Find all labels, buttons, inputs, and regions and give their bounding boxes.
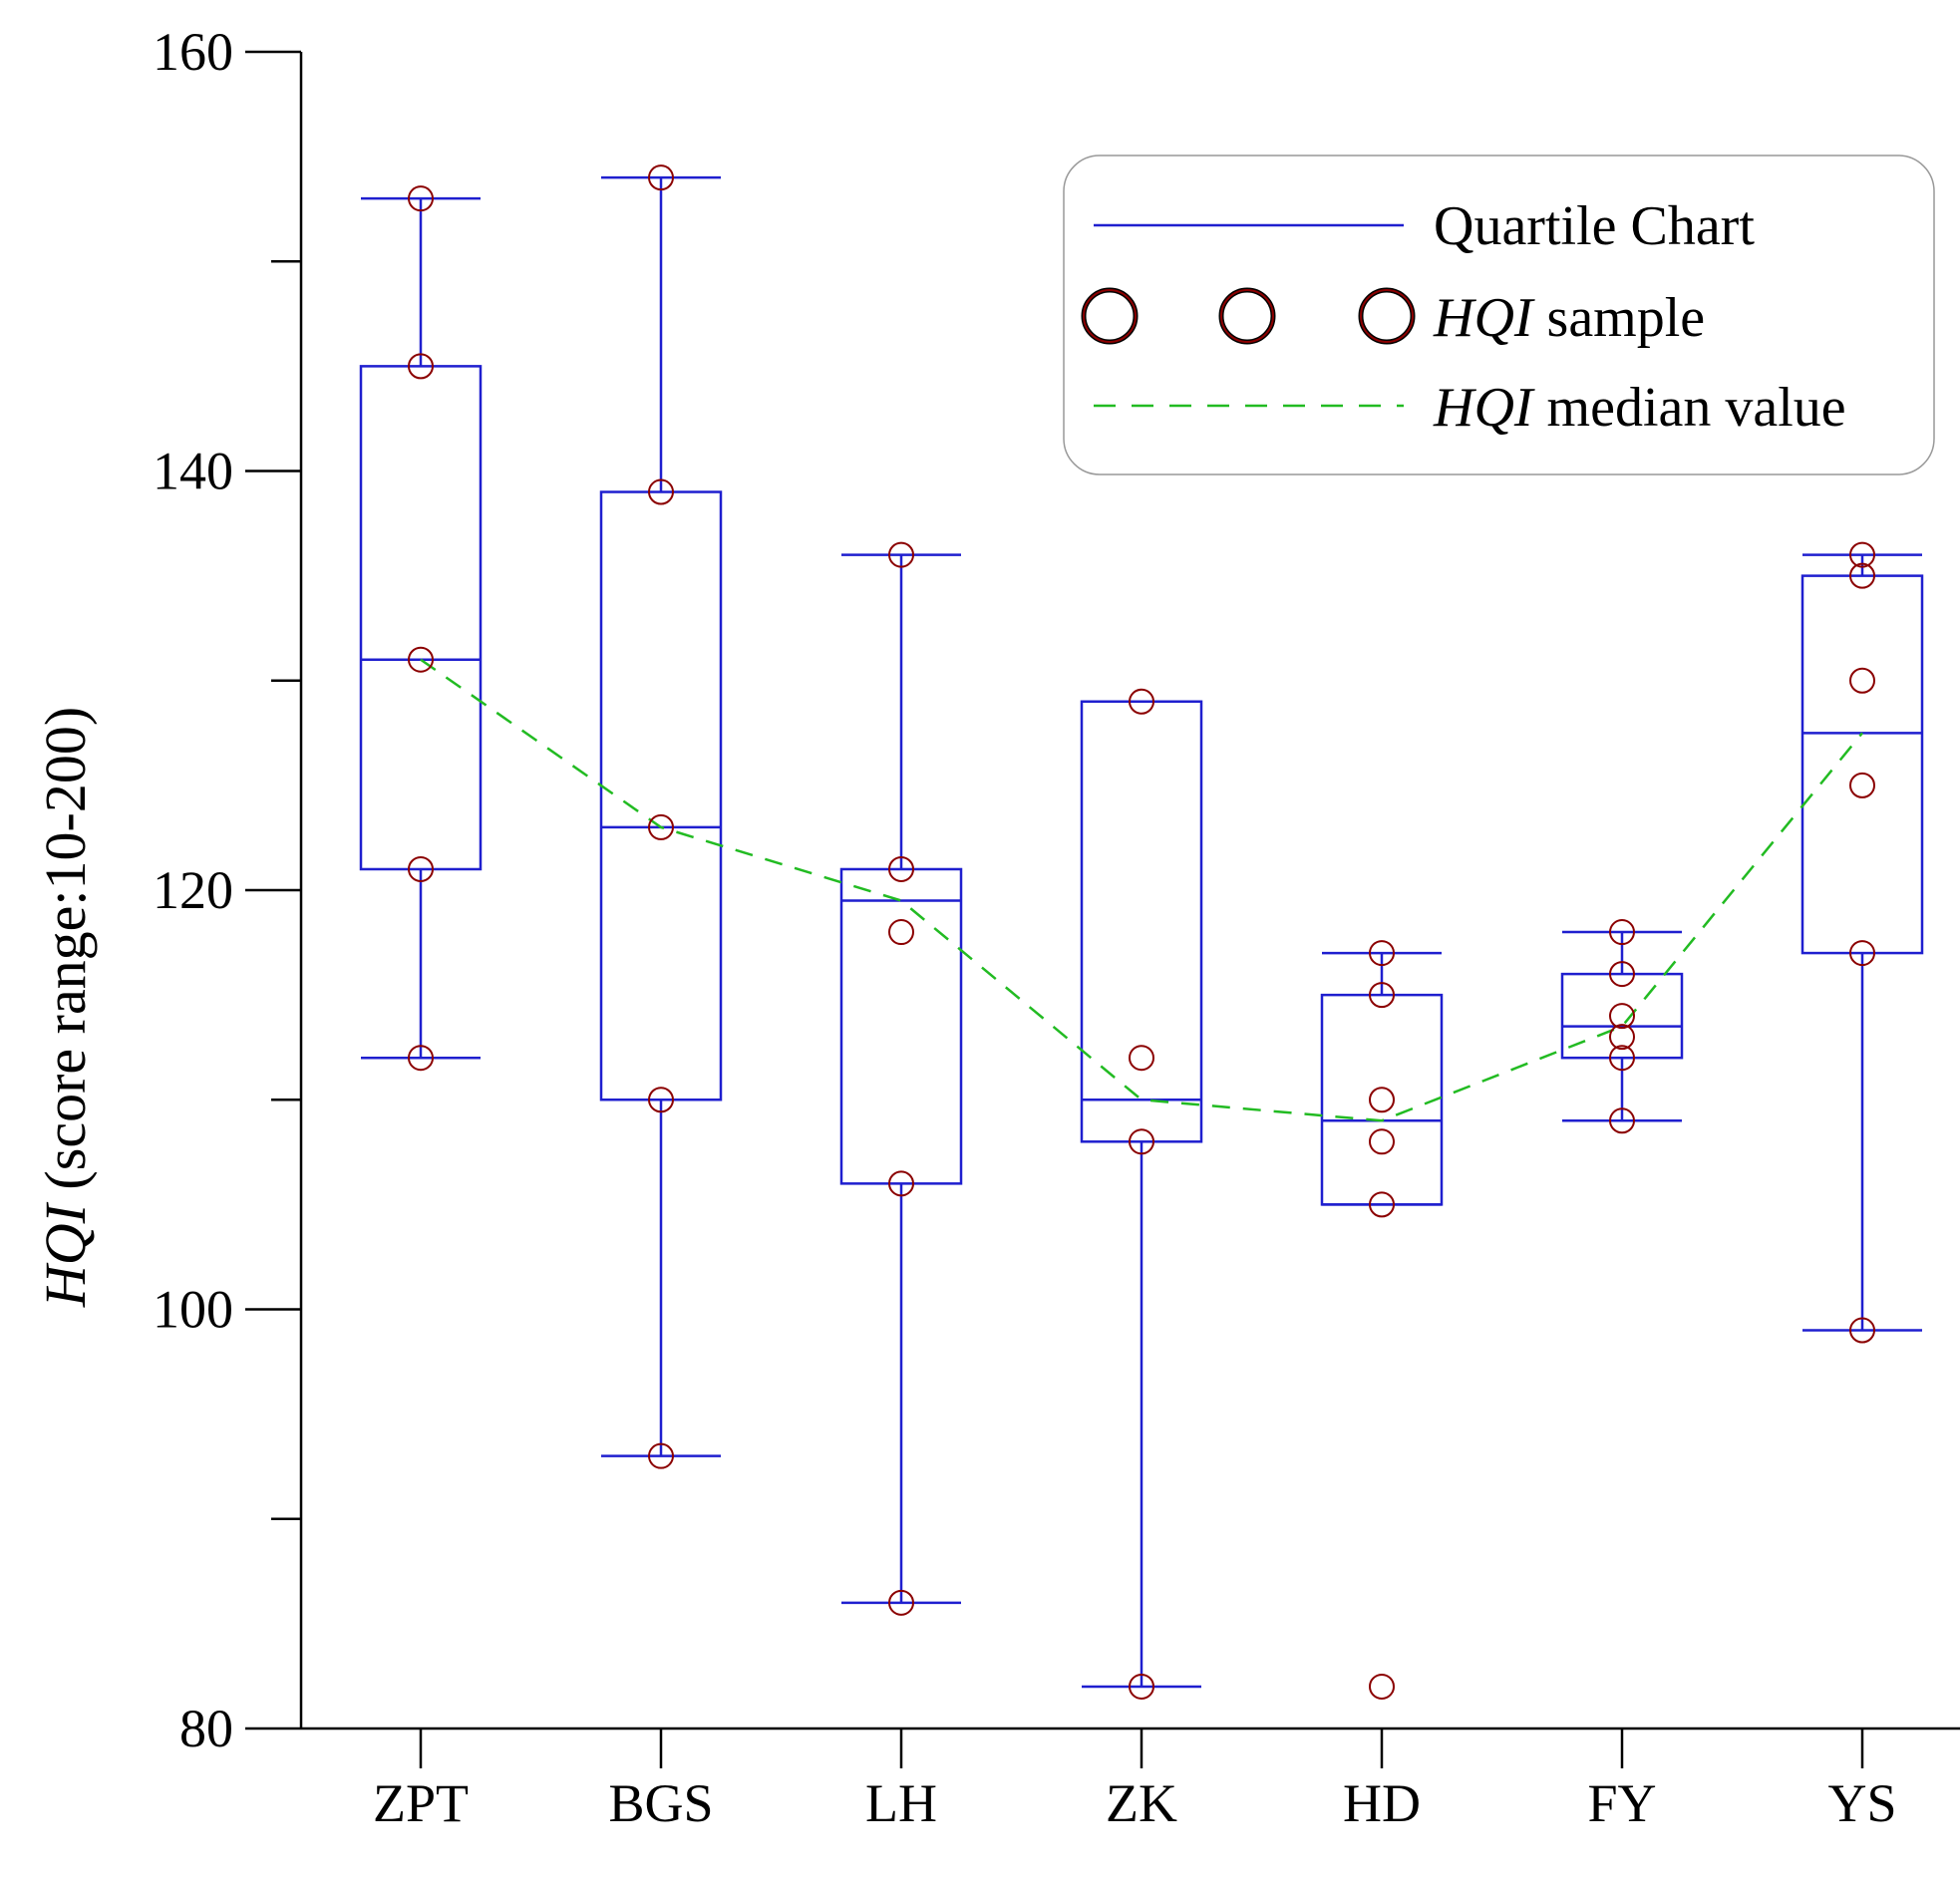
quartile-box bbox=[1080, 700, 1203, 1143]
sample-point bbox=[888, 1589, 914, 1616]
legend-sample-text: sample bbox=[1533, 287, 1706, 349]
sample-point bbox=[1849, 541, 1875, 568]
sample-point bbox=[1369, 1191, 1395, 1218]
sample-point bbox=[1849, 1317, 1875, 1344]
box-zk bbox=[1080, 700, 1203, 1689]
x-tick-label: BGS bbox=[608, 1773, 713, 1833]
x-tick-label: ZPT bbox=[373, 1773, 469, 1833]
median-line-layer bbox=[420, 658, 1863, 1122]
sample-point bbox=[1369, 1673, 1395, 1700]
sample-point bbox=[1849, 562, 1875, 589]
y-tick-label: 80 bbox=[179, 1699, 233, 1758]
legend-sample-label: HQI sample bbox=[1433, 287, 1705, 349]
samples-layer bbox=[408, 164, 1875, 1700]
legend-box bbox=[1063, 155, 1935, 475]
legend-sample-swatch-6 bbox=[1360, 289, 1414, 343]
median-trend-line bbox=[420, 658, 1863, 1122]
x-tick-label: ZK bbox=[1106, 1773, 1177, 1833]
x-tick-label: YS bbox=[1827, 1773, 1896, 1833]
sample-point bbox=[1369, 982, 1395, 1009]
sample-point bbox=[1609, 1107, 1635, 1134]
sample-point bbox=[648, 1087, 674, 1113]
y-tick-label: 120 bbox=[153, 860, 233, 920]
sample-point bbox=[1609, 1024, 1635, 1051]
legend-sample-italic: HQI bbox=[1433, 287, 1535, 349]
y-axis-title-italic: HQI bbox=[33, 1201, 98, 1308]
sample-point bbox=[648, 1442, 674, 1469]
boxes-layer bbox=[359, 175, 1924, 1689]
sample-point bbox=[1129, 1128, 1154, 1155]
sample-point bbox=[1369, 1087, 1395, 1113]
sample-point bbox=[1849, 772, 1875, 798]
x-tick-label: FY bbox=[1587, 1773, 1656, 1833]
sample-point bbox=[888, 541, 914, 568]
y-tick-label: 140 bbox=[153, 442, 233, 501]
quartile-box bbox=[599, 490, 723, 1101]
sample-point bbox=[1129, 688, 1154, 715]
sample-point bbox=[888, 1170, 914, 1197]
box-lh bbox=[839, 553, 963, 1605]
box-fy bbox=[1560, 930, 1684, 1122]
sample-point bbox=[408, 353, 434, 380]
quartile-box bbox=[839, 867, 963, 1185]
sample-point bbox=[648, 813, 674, 840]
sample-point bbox=[648, 164, 674, 191]
legend-sample-swatch-4 bbox=[1220, 289, 1274, 343]
sample-point bbox=[1129, 1045, 1154, 1072]
sample-point bbox=[408, 646, 434, 673]
legend-sample-swatch-2 bbox=[1083, 289, 1137, 343]
box-bgs bbox=[599, 175, 723, 1457]
sample-point bbox=[1609, 1045, 1635, 1072]
legend-quartile-label: Quartile Chart bbox=[1434, 195, 1755, 257]
sample-point bbox=[1609, 919, 1635, 946]
sample-point bbox=[1369, 1128, 1395, 1155]
legend-quartile-text: Quartile Chart bbox=[1434, 195, 1755, 257]
legend-median-label: HQI median value bbox=[1433, 377, 1846, 439]
quartile-box bbox=[1560, 972, 1684, 1060]
legend-median-italic: HQI bbox=[1433, 377, 1535, 439]
sample-point bbox=[888, 919, 914, 946]
sample-point bbox=[408, 855, 434, 882]
sample-point bbox=[1129, 1673, 1154, 1700]
box-hd bbox=[1320, 951, 1444, 1206]
legend-median-text: median value bbox=[1533, 377, 1846, 439]
y-tick-label: 160 bbox=[153, 22, 233, 82]
sample-point bbox=[408, 1045, 434, 1072]
y-axis-title-rest: (score range:10-200) bbox=[33, 707, 98, 1204]
x-tick-label: HD bbox=[1343, 1773, 1421, 1833]
box-ys bbox=[1800, 553, 1924, 1332]
sample-point bbox=[888, 855, 914, 882]
axes: 80 100 120 140 160 ZPT BGS LH ZK HD FY YS bbox=[153, 22, 1960, 1833]
sample-point bbox=[648, 478, 674, 505]
sample-point bbox=[1849, 940, 1875, 967]
sample-point bbox=[1369, 940, 1395, 967]
sample-point bbox=[1849, 667, 1875, 694]
quartile-box bbox=[1800, 574, 1924, 955]
box-zpt bbox=[359, 196, 483, 1060]
quartile-box bbox=[1320, 993, 1444, 1206]
x-tick-label: LH bbox=[865, 1773, 937, 1833]
sample-point bbox=[1609, 1003, 1635, 1030]
y-axis-title: HQI (score range:10-200) bbox=[33, 707, 98, 1308]
sample-point bbox=[1609, 961, 1635, 988]
quartile-box bbox=[359, 365, 483, 871]
legend: Quartile Chart HQI sample HQI median val… bbox=[1063, 155, 1935, 475]
y-tick-label: 100 bbox=[153, 1280, 233, 1340]
sample-point bbox=[408, 185, 434, 212]
